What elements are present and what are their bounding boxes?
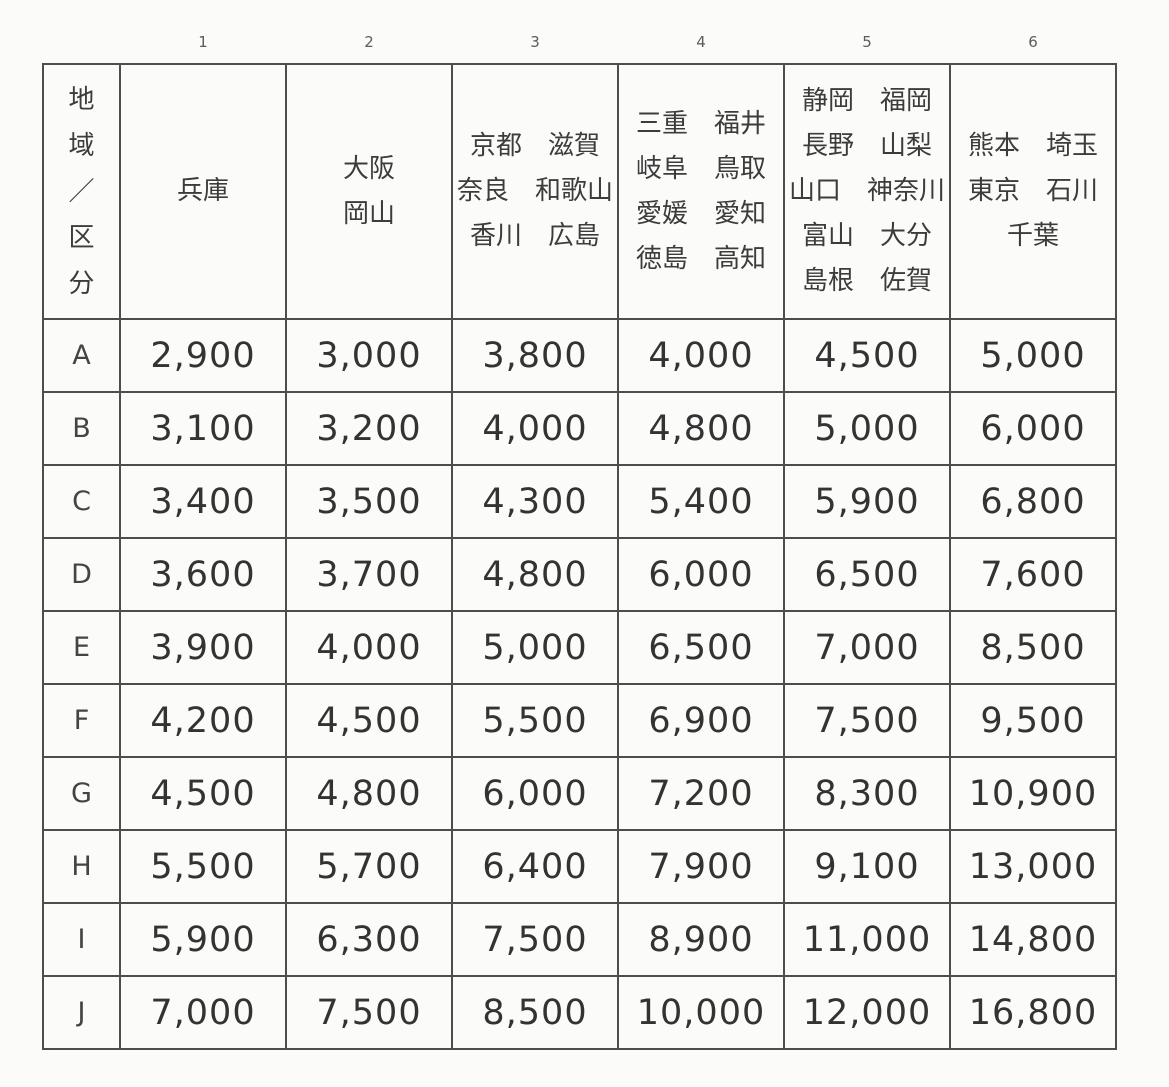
fare-cell: 3,100 <box>121 393 285 464</box>
fare-cell: 14,800 <box>951 904 1115 975</box>
fare-cell: 4,800 <box>453 539 617 610</box>
fare-cell: 2,900 <box>121 320 285 391</box>
fare-cell: 5,500 <box>453 685 617 756</box>
fare-cell: 6,500 <box>619 612 783 683</box>
fare-cell: 10,000 <box>619 977 783 1048</box>
fare-cell: 8,500 <box>453 977 617 1048</box>
fare-cell: 4,500 <box>121 758 285 829</box>
zone-label: G <box>44 758 119 829</box>
fare-cell: 7,200 <box>619 758 783 829</box>
fare-cell: 3,800 <box>453 320 617 391</box>
column-number-5: 5 <box>862 33 872 51</box>
region-header-1: 兵庫 <box>121 65 285 318</box>
fare-cell: 3,400 <box>121 466 285 537</box>
fare-cell: 7,600 <box>951 539 1115 610</box>
fare-cell: 10,900 <box>951 758 1115 829</box>
fare-cell: 6,000 <box>619 539 783 610</box>
fare-cell: 5,000 <box>951 320 1115 391</box>
fare-cell: 5,700 <box>287 831 451 902</box>
column-number-1: 1 <box>198 33 208 51</box>
column-number-spacer <box>44 30 119 54</box>
fare-cell: 4,000 <box>287 612 451 683</box>
fare-cell: 9,100 <box>785 831 949 902</box>
fare-cell: 3,600 <box>121 539 285 610</box>
zone-label: F <box>44 685 119 756</box>
fare-cell: 7,500 <box>453 904 617 975</box>
fare-table-sheet: 1 2 3 4 5 6 地 域 ／ 区 分 兵庫 大阪 岡山 京都 滋賀 奈良 … <box>42 30 1117 1050</box>
fare-cell: 6,400 <box>453 831 617 902</box>
fare-cell: 8,900 <box>619 904 783 975</box>
zone-label: C <box>44 466 119 537</box>
column-number-strip: 1 2 3 4 5 6 <box>42 30 1117 54</box>
region-header-5: 静岡 福岡 長野 山梨 山口 神奈川 富山 大分 島根 佐賀 <box>785 65 949 318</box>
fare-cell: 5,400 <box>619 466 783 537</box>
fare-cell: 3,200 <box>287 393 451 464</box>
zone-label: B <box>44 393 119 464</box>
region-header-6: 熊本 埼玉 東京 石川 千葉 <box>951 65 1115 318</box>
fare-cell: 3,000 <box>287 320 451 391</box>
fare-cell: 4,800 <box>619 393 783 464</box>
fare-cell: 3,700 <box>287 539 451 610</box>
zone-label: J <box>44 977 119 1048</box>
fare-cell: 12,000 <box>785 977 949 1048</box>
region-header-4: 三重 福井 岐阜 鳥取 愛媛 愛知 徳島 高知 <box>619 65 783 318</box>
fare-cell: 7,500 <box>785 685 949 756</box>
fare-cell: 4,000 <box>619 320 783 391</box>
fare-table: 地 域 ／ 区 分 兵庫 大阪 岡山 京都 滋賀 奈良 和歌山 香川 広島 三重… <box>42 63 1117 1050</box>
fare-cell: 5,900 <box>121 904 285 975</box>
fare-cell: 3,900 <box>121 612 285 683</box>
fare-cell: 4,300 <box>453 466 617 537</box>
fare-cell: 6,300 <box>287 904 451 975</box>
fare-cell: 13,000 <box>951 831 1115 902</box>
fare-cell: 4,000 <box>453 393 617 464</box>
fare-cell: 4,800 <box>287 758 451 829</box>
fare-cell: 7,500 <box>287 977 451 1048</box>
fare-cell: 5,900 <box>785 466 949 537</box>
fare-cell: 5,500 <box>121 831 285 902</box>
fare-cell: 11,000 <box>785 904 949 975</box>
fare-cell: 5,000 <box>785 393 949 464</box>
zone-label: D <box>44 539 119 610</box>
column-number-6: 6 <box>1028 33 1038 51</box>
fare-cell: 4,200 <box>121 685 285 756</box>
fare-cell: 8,300 <box>785 758 949 829</box>
fare-cell: 7,000 <box>785 612 949 683</box>
fare-cell: 4,500 <box>785 320 949 391</box>
column-number-3: 3 <box>530 33 540 51</box>
corner-header-region-division: 地 域 ／ 区 分 <box>44 65 119 318</box>
fare-cell: 5,000 <box>453 612 617 683</box>
region-header-3: 京都 滋賀 奈良 和歌山 香川 広島 <box>453 65 617 318</box>
zone-label: A <box>44 320 119 391</box>
fare-cell: 6,500 <box>785 539 949 610</box>
fare-cell: 9,500 <box>951 685 1115 756</box>
fare-cell: 3,500 <box>287 466 451 537</box>
zone-label: H <box>44 831 119 902</box>
fare-cell: 7,000 <box>121 977 285 1048</box>
zone-label: I <box>44 904 119 975</box>
fare-cell: 7,900 <box>619 831 783 902</box>
fare-cell: 8,500 <box>951 612 1115 683</box>
zone-label: E <box>44 612 119 683</box>
column-number-2: 2 <box>364 33 374 51</box>
fare-cell: 6,800 <box>951 466 1115 537</box>
fare-cell: 4,500 <box>287 685 451 756</box>
region-header-2: 大阪 岡山 <box>287 65 451 318</box>
column-number-4: 4 <box>696 33 706 51</box>
fare-cell: 6,000 <box>951 393 1115 464</box>
fare-cell: 6,900 <box>619 685 783 756</box>
fare-cell: 16,800 <box>951 977 1115 1048</box>
fare-cell: 6,000 <box>453 758 617 829</box>
